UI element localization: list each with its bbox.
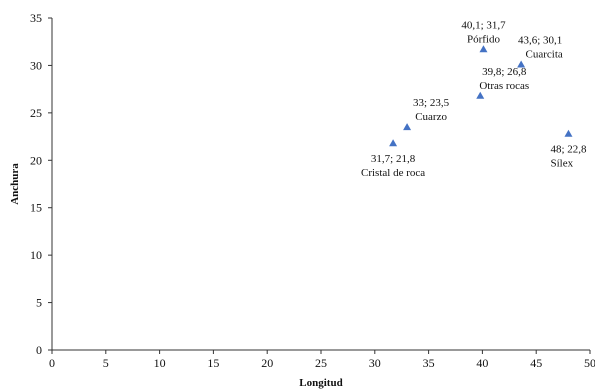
point-name-label: Cristal de roca (361, 167, 425, 179)
y-tick-label: 30 (30, 58, 42, 72)
point-value-label: 31,7; 21,8 (371, 153, 416, 165)
point-name-label: Sílex (550, 158, 573, 170)
point-name-label: Pórfido (467, 33, 501, 45)
y-tick-label: 0 (36, 343, 42, 357)
point-value-label: 40,1; 31,7 (461, 19, 506, 31)
y-axis-title: Anchura (9, 163, 21, 205)
y-tick-label: 25 (30, 106, 42, 120)
y-tick-label: 20 (30, 153, 42, 167)
x-tick-label: 30 (369, 356, 381, 370)
point-value-label: 33; 23,5 (413, 97, 450, 109)
data-point-marker (403, 123, 412, 131)
x-tick-label: 15 (207, 356, 219, 370)
data-point-marker (479, 45, 488, 53)
point-value-label: 43,6; 30,1 (518, 34, 562, 46)
x-tick-label: 45 (530, 356, 542, 370)
data-point-marker (389, 139, 398, 147)
y-tick-label: 15 (30, 201, 42, 215)
y-axis-ticks: 0 5 10 15 20 25 30 35 (30, 11, 52, 357)
x-axis-ticks: 0 5 10 15 20 25 30 35 40 45 50 (49, 350, 595, 370)
point-name-label: Cuarcita (526, 48, 563, 60)
point-name-label: Otras rocas (479, 80, 529, 92)
point-value-label: 48; 22,8 (550, 144, 587, 156)
x-tick-label: 0 (49, 356, 55, 370)
x-tick-label: 35 (423, 356, 435, 370)
x-tick-label: 25 (315, 356, 327, 370)
y-tick-label: 5 (36, 296, 42, 310)
data-point-marker (517, 60, 526, 68)
x-tick-label: 50 (584, 356, 595, 370)
point-name-label: Cuarzo (415, 111, 447, 123)
x-tick-label: 20 (261, 356, 273, 370)
data-points: 31,7; 21,8 Cristal de roca 33; 23,5 Cuarzo 3… (361, 19, 587, 179)
x-tick-label: 10 (154, 356, 166, 370)
y-tick-label: 10 (30, 248, 42, 262)
point-value-label: 39,8; 26,8 (482, 66, 527, 78)
data-point-marker (564, 129, 573, 137)
data-point-marker (476, 91, 485, 99)
x-tick-label: 5 (103, 356, 109, 370)
x-axis-title: Longitud (299, 377, 342, 389)
y-tick-label: 35 (30, 11, 42, 25)
x-tick-label: 40 (476, 356, 488, 370)
